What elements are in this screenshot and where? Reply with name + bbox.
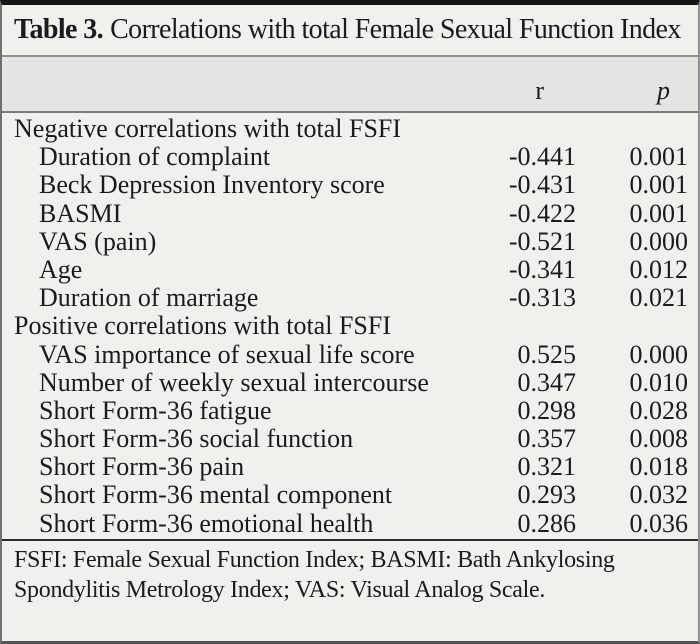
- row-r-value: 0.293: [517, 480, 577, 510]
- row-label: Short Form-36 pain: [39, 453, 245, 482]
- row-p-value: 0.000: [629, 226, 689, 256]
- footnote-divider: [2, 538, 698, 541]
- table-row: Beck Depression Inventory score -0.431 0…: [14, 171, 688, 199]
- table-title: Table 3. Correlations with total Female S…: [2, 5, 698, 47]
- row-label: VAS (pain): [39, 227, 157, 256]
- row-r-value: 0.525: [517, 339, 577, 369]
- row-p-value: 0.001: [629, 170, 689, 200]
- table-row: Duration of complaint -0.441 0.001: [14, 142, 689, 172]
- table-row: Short Form-36 pain 0.321 0.018: [14, 453, 688, 481]
- row-label: Short Form-36 fatigue: [39, 396, 272, 425]
- row-p-value: 0.001: [629, 198, 689, 228]
- row-r-value: 0.321: [517, 452, 577, 482]
- row-p-value: 0.000: [629, 339, 689, 369]
- column-header-p: p: [657, 76, 670, 105]
- table-header-row: r p: [2, 55, 698, 113]
- table-section-row: Negative correlations with total FSFI: [14, 115, 688, 143]
- table-number: Table 3.: [14, 14, 104, 45]
- section-label: Negative correlations with total FSFI: [14, 115, 402, 143]
- row-label: Number of weekly sexual intercourse: [39, 368, 429, 397]
- table-row: Short Form-36 emotional health 0.286 0.0…: [14, 508, 689, 538]
- table-body: Negative correlations with total FSFI Du…: [2, 113, 698, 538]
- column-header-r: r: [535, 76, 544, 105]
- row-r-value: -0.431: [508, 170, 576, 200]
- table-row: VAS importance of sexual life score 0.52…: [14, 339, 689, 369]
- row-p-value: 0.018: [629, 452, 689, 482]
- row-r-value: -0.313: [508, 283, 576, 313]
- row-p-value: 0.010: [629, 367, 689, 397]
- table-row: Short Form-36 fatigue 0.298 0.028: [14, 395, 689, 425]
- row-label: Duration of complaint: [39, 143, 271, 172]
- row-p-value: 0.021: [629, 283, 689, 313]
- row-p-value: 0.001: [629, 142, 689, 172]
- row-label: VAS importance of sexual life score: [39, 340, 415, 369]
- row-r-value: 0.357: [517, 424, 577, 454]
- table-row: Short Form-36 mental component 0.293 0.0…: [14, 481, 688, 509]
- row-r-value: 0.286: [517, 508, 577, 538]
- row-label: Duration of marriage: [39, 284, 259, 313]
- row-label: Short Form-36 emotional health: [39, 509, 374, 538]
- table-footnote: FSFI: Female Sexual Function Index; BASM…: [14, 546, 615, 603]
- table-row: Duration of marriage -0.313 0.021: [14, 283, 689, 313]
- table-row: BASMI -0.422 0.001: [14, 198, 689, 228]
- row-p-value: 0.032: [629, 480, 689, 510]
- table-row: Number of weekly sexual intercourse 0.34…: [14, 367, 689, 397]
- row-p-value: 0.008: [629, 424, 689, 454]
- table-row: VAS (pain) -0.521 0.000: [14, 226, 689, 256]
- row-p-value: 0.028: [629, 395, 689, 425]
- row-p-value: 0.012: [629, 254, 689, 284]
- table-row: Short Form-36 social function 0.357 0.00…: [14, 424, 689, 454]
- table-section-row: Positive correlations with total FSFI: [14, 312, 688, 340]
- row-p-value: 0.036: [629, 508, 689, 538]
- row-r-value: -0.521: [508, 226, 576, 256]
- table-row: Age -0.341 0.012: [14, 254, 689, 284]
- section-label: Positive correlations with total FSFI: [14, 312, 391, 341]
- row-r-value: -0.341: [508, 254, 576, 284]
- row-r-value: -0.422: [508, 198, 576, 228]
- row-r-value: 0.347: [517, 367, 577, 397]
- row-label: BASMI: [39, 199, 122, 228]
- row-label: Age: [39, 255, 83, 284]
- row-label: Short Form-36 social function: [39, 425, 354, 454]
- row-label: Short Form-36 mental component: [39, 481, 393, 510]
- table-title-text: Correlations with total Female Sexual Fu…: [110, 14, 681, 45]
- row-r-value: -0.441: [508, 142, 576, 172]
- row-label: Beck Depression Inventory score: [39, 171, 385, 200]
- row-r-value: 0.298: [517, 395, 577, 425]
